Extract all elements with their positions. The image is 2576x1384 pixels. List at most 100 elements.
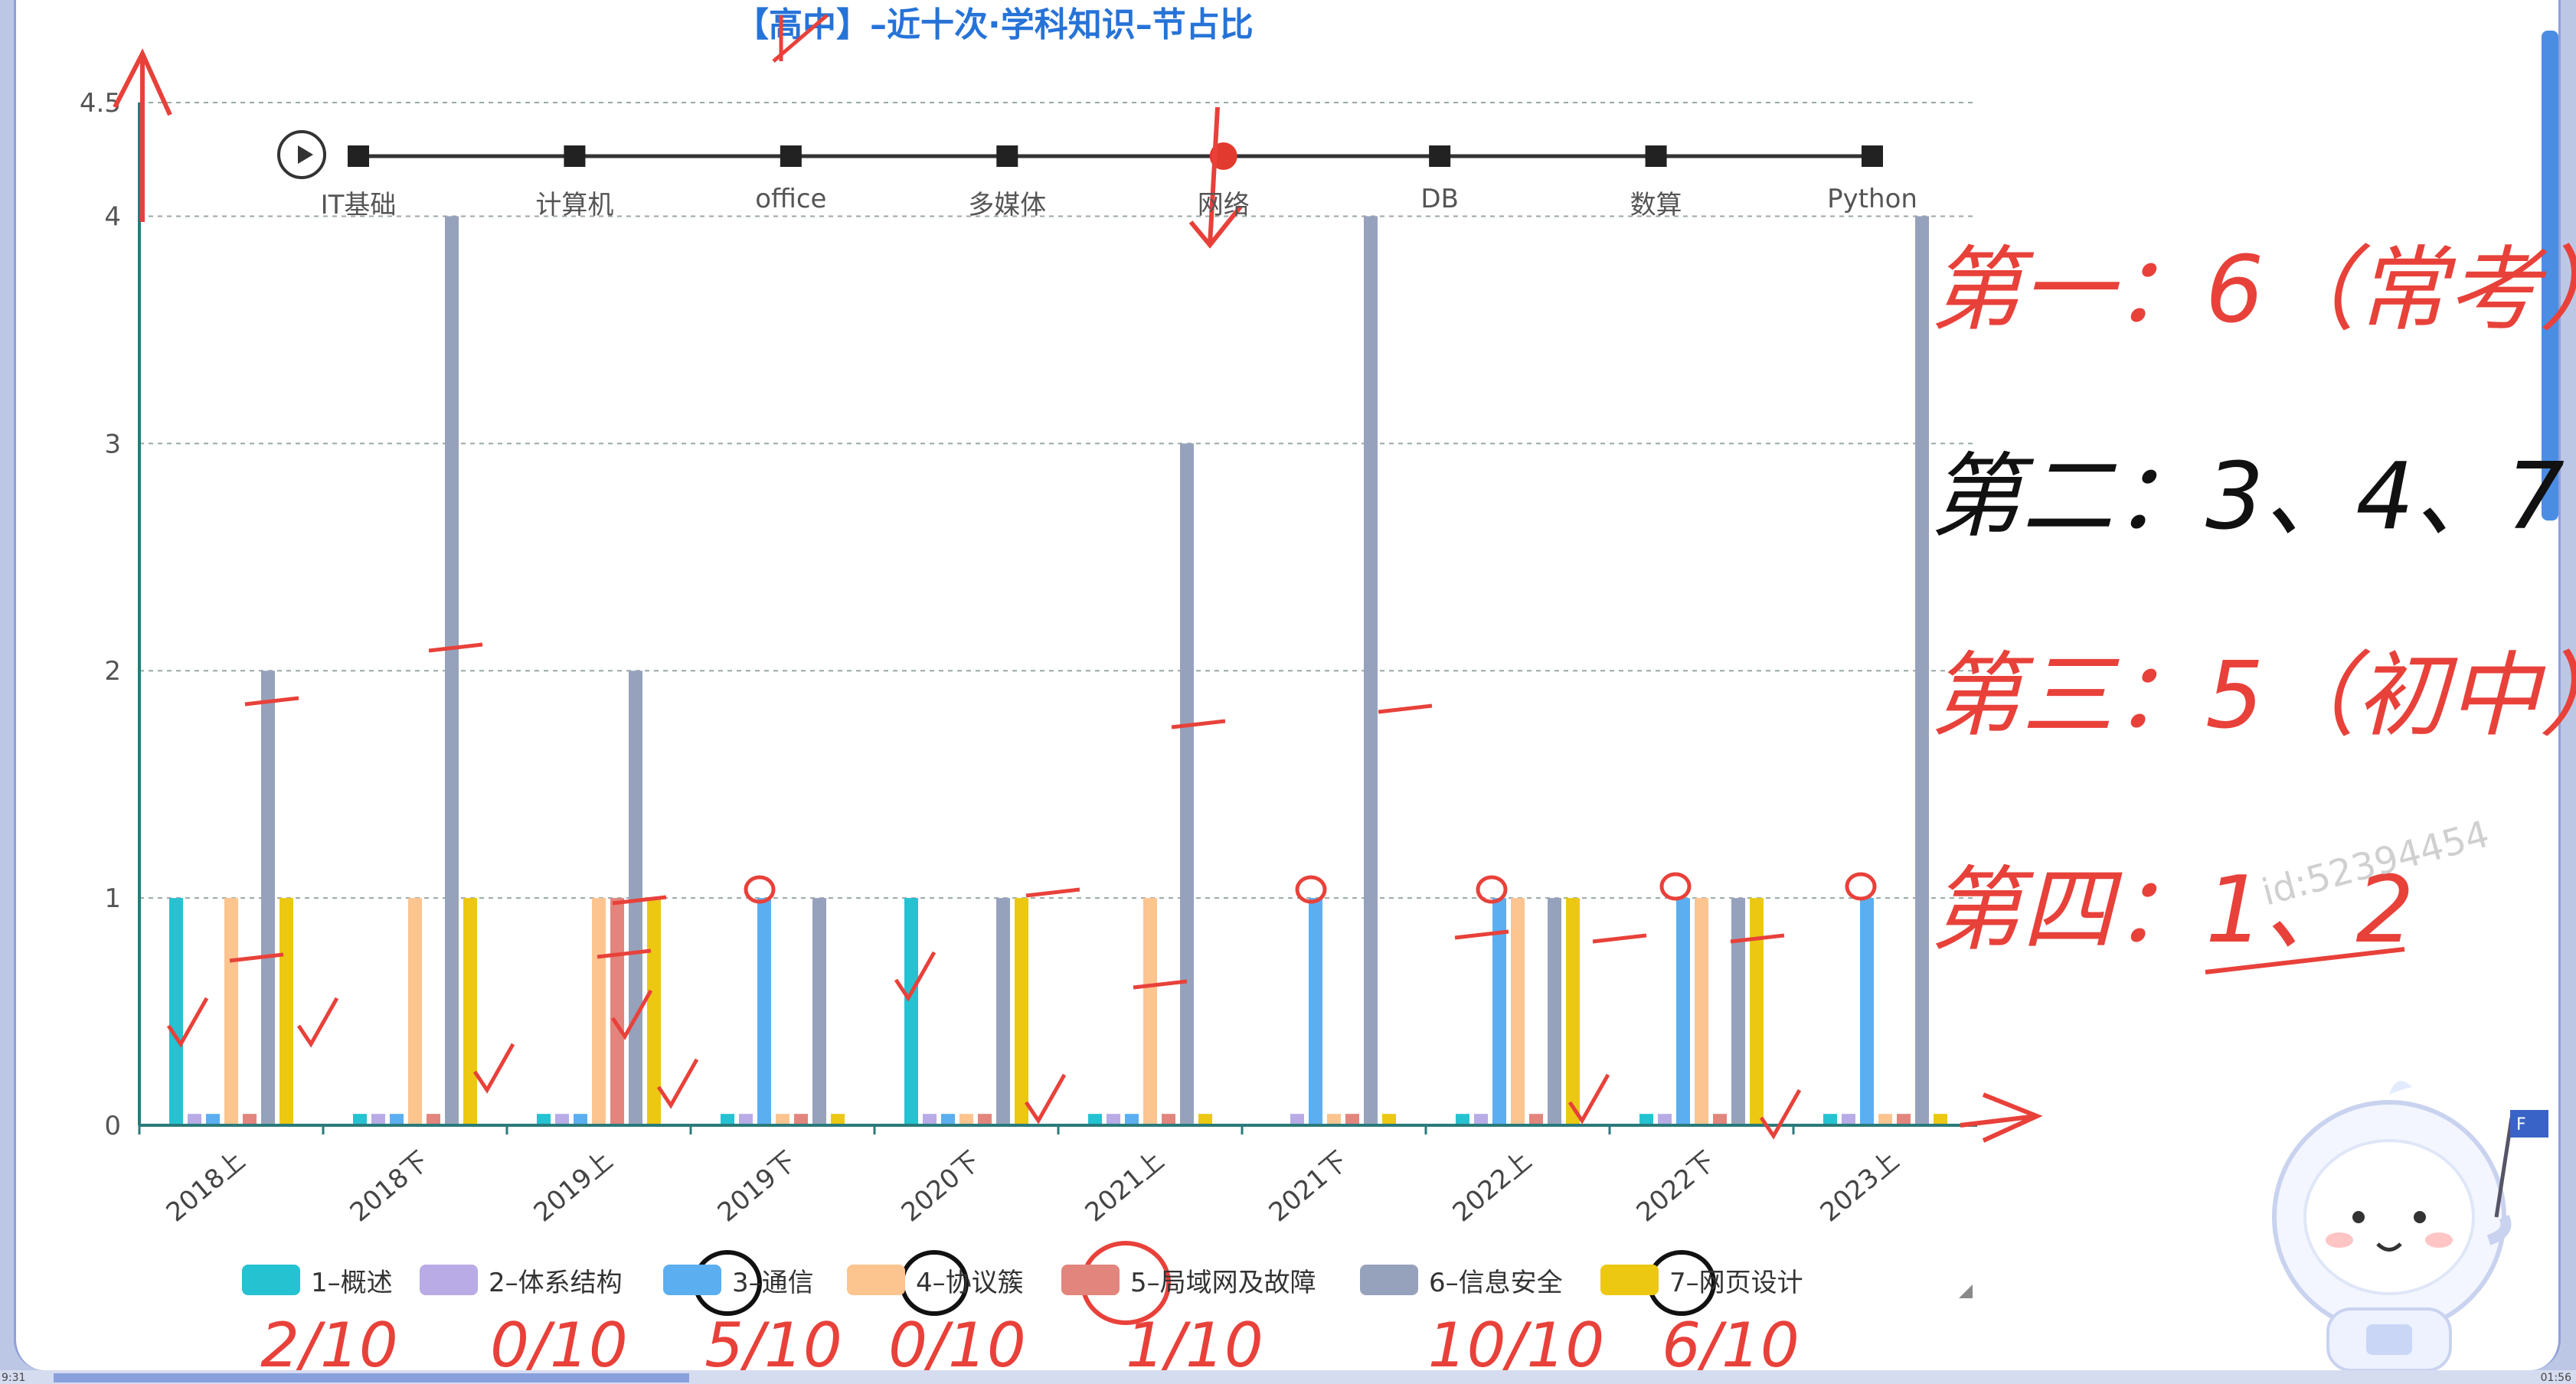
timeline-label[interactable]: 网络 <box>1197 190 1250 220</box>
legend-label: 4–协议簇 <box>916 1267 1024 1298</box>
bar <box>1456 1114 1469 1125</box>
bar <box>1162 1114 1175 1125</box>
bar <box>1143 898 1157 1125</box>
scrollbar-thumb[interactable] <box>2542 31 2558 521</box>
bar <box>1088 1114 1102 1125</box>
x-tick-label: 2019上 <box>528 1145 619 1228</box>
current-time: 9:31 <box>2 1372 26 1384</box>
bar <box>1842 1114 1855 1125</box>
timeline-node[interactable] <box>780 145 802 167</box>
ink-dash <box>229 952 284 963</box>
bar <box>1566 898 1580 1125</box>
bar <box>996 898 1010 1125</box>
ink-dash <box>1025 887 1080 898</box>
video-progress-bar[interactable] <box>0 1370 2576 1384</box>
legend-swatch <box>1360 1265 1418 1295</box>
bar <box>941 1114 955 1125</box>
bar <box>1345 1114 1359 1125</box>
timeline-label[interactable]: IT基础 <box>320 190 397 220</box>
ink-check <box>610 989 653 1040</box>
bar <box>1878 1114 1892 1125</box>
y-tick-label: 3 <box>104 429 121 459</box>
legend-label: 5–局域网及故障 <box>1130 1267 1316 1298</box>
ink-arrow <box>1188 106 1243 249</box>
ink-circle <box>1476 875 1508 904</box>
timeline-node[interactable] <box>348 145 369 167</box>
bar <box>721 1114 734 1125</box>
legend-swatch <box>847 1265 905 1295</box>
bar <box>1107 1114 1120 1125</box>
x-tick-label: 2021下 <box>1263 1145 1354 1228</box>
timeline-label[interactable]: 数算 <box>1630 190 1682 220</box>
bar <box>1676 898 1690 1125</box>
bar <box>1658 1114 1672 1125</box>
legend-item[interactable]: 3–通信 <box>663 1265 814 1298</box>
timeline-label[interactable]: 多媒体 <box>968 190 1047 220</box>
bar <box>1823 1114 1837 1125</box>
legend-item[interactable]: 2–体系结构 <box>420 1265 623 1298</box>
legend-swatch <box>663 1265 721 1295</box>
ink-check <box>1024 1073 1067 1124</box>
x-tick-label: 2018下 <box>345 1145 435 1228</box>
bar <box>1897 1114 1911 1125</box>
y-tick-label: 0 <box>104 1111 121 1141</box>
video-progress-fill <box>54 1373 689 1382</box>
legend-label: 2–体系结构 <box>489 1267 623 1298</box>
legend-item[interactable]: 4–协议簇 <box>847 1265 1024 1298</box>
timeline-label[interactable]: 计算机 <box>535 190 614 220</box>
handwritten-count: 5/10 <box>704 1310 842 1381</box>
ink-dash <box>1378 703 1433 714</box>
ink-dash <box>612 895 667 906</box>
legend-item[interactable]: 5–局域网及故障 <box>1061 1265 1316 1298</box>
legend-swatch <box>1061 1265 1120 1295</box>
legend-item[interactable]: 1–概述 <box>242 1265 393 1298</box>
svg-text:F: F <box>2516 1115 2526 1134</box>
legend-label: 1–概述 <box>311 1267 393 1298</box>
handwritten-count: 10/10 <box>1428 1310 1605 1381</box>
bar <box>555 1114 569 1125</box>
bar <box>206 1114 220 1125</box>
bar <box>812 898 826 1125</box>
bar <box>1511 898 1525 1125</box>
timeline-node[interactable] <box>1429 145 1451 167</box>
handwritten-count: 6/10 <box>1662 1310 1800 1381</box>
ink-check <box>166 997 209 1048</box>
bar <box>923 1114 937 1125</box>
legend-item[interactable]: 7–网页设计 <box>1600 1265 1803 1298</box>
bar <box>537 1114 551 1125</box>
handwritten-count: 0/10 <box>888 1310 1026 1381</box>
play-button[interactable] <box>277 130 326 179</box>
timeline-node[interactable] <box>1645 145 1667 167</box>
timeline-label[interactable]: office <box>755 184 827 214</box>
y-tick-label: 4.5 <box>80 88 121 119</box>
handwritten-count: 1/10 <box>1126 1310 1263 1381</box>
bar <box>353 1114 367 1125</box>
bar <box>1492 898 1506 1125</box>
timeline-node[interactable] <box>564 145 586 167</box>
bar <box>1639 1114 1653 1125</box>
ink-circle <box>744 875 776 904</box>
bar <box>959 1114 973 1125</box>
timeline-node[interactable] <box>996 145 1018 167</box>
bar <box>1382 1114 1396 1125</box>
timeline-node[interactable] <box>1862 145 1883 167</box>
legend-item[interactable]: 6–信息安全 <box>1360 1265 1563 1298</box>
ink-check <box>894 951 937 1002</box>
handwritten-note: 第三：5（初中） <box>1930 643 2576 749</box>
total-time: 01:56 <box>2540 1372 2571 1384</box>
x-tick-label: 2018上 <box>161 1145 251 1228</box>
bar <box>1529 1114 1543 1125</box>
bar <box>1015 898 1028 1125</box>
bar <box>408 898 422 1125</box>
bar <box>188 1114 201 1125</box>
ink-circle <box>1659 872 1692 901</box>
x-tick-label: 2023上 <box>1815 1145 1905 1228</box>
bar <box>371 1114 385 1125</box>
ink-dash <box>1133 979 1188 990</box>
handwritten-note: 第一：6（常考） <box>1930 237 2576 344</box>
timeline-label[interactable]: DB <box>1420 184 1459 214</box>
resize-handle-icon[interactable] <box>1959 1284 1973 1298</box>
chart-panel <box>14 0 2561 1370</box>
y-tick-label: 2 <box>104 656 121 687</box>
timeline-label[interactable]: Python <box>1827 184 1917 214</box>
